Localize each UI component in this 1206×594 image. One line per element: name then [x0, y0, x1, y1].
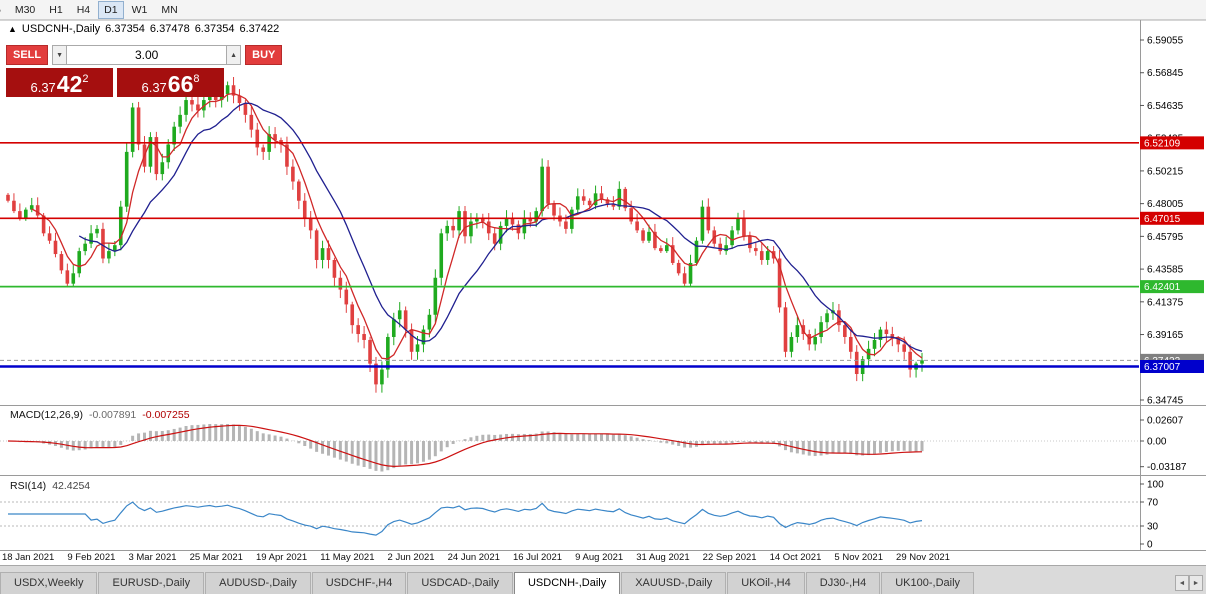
svg-text:30: 30	[1147, 522, 1159, 533]
chart-symbol-label: USDCNH-,Daily	[21, 23, 101, 35]
svg-text:70: 70	[1147, 498, 1159, 509]
timeframe-h4-button[interactable]: H4	[71, 1, 96, 19]
tab-ukoil-h4[interactable]: UKOil-,H4	[727, 572, 805, 594]
buy-price-display[interactable]: 6.37 66 8	[117, 68, 224, 97]
timeframe-d1-button[interactable]: D1	[98, 0, 124, 19]
svg-text:6.37007: 6.37007	[1144, 362, 1181, 373]
svg-text:0.02607: 0.02607	[1147, 415, 1184, 426]
macd-indicator-label: MACD(12,26,9) -0.007891 -0.007255	[10, 409, 190, 421]
buy-price-point: 8	[193, 73, 200, 85]
buy-price-big: 6.37	[141, 80, 167, 95]
time-axis-label: 3 Mar 2021	[128, 552, 177, 563]
buy-price-pips: 66	[167, 71, 194, 97]
sell-price-display[interactable]: 6.37 42 2	[6, 68, 113, 97]
tick-direction-icon: ▲	[8, 24, 17, 34]
tab-usdx-weekly[interactable]: USDX,Weekly	[0, 572, 98, 594]
volume-decrease-icon[interactable]: ▼	[52, 45, 68, 65]
time-axis-label: 24 Jun 2021	[447, 552, 500, 563]
tab-usdcad-daily[interactable]: USDCAD-,Daily	[407, 572, 513, 594]
tab-eurusd-daily[interactable]: EURUSD-,Daily	[98, 572, 205, 594]
tab-scroll-right-icon[interactable]: ►	[1189, 575, 1203, 591]
svg-text:6.59055: 6.59055	[1147, 36, 1184, 47]
time-axis-label: 9 Aug 2021	[575, 552, 624, 563]
candlestick-series	[6, 77, 924, 393]
tab-scroll-left-icon[interactable]: ◄	[1175, 575, 1189, 591]
ohlc-high: 6.37478	[149, 23, 190, 35]
sell-button[interactable]: SELL	[6, 45, 49, 65]
time-axis-label: 16 Jul 2021	[512, 552, 563, 563]
time-axis-label: 14 Oct 2021	[769, 552, 822, 563]
macd-name: MACD(12,26,9)	[10, 409, 83, 421]
svg-text:6.48005: 6.48005	[1147, 199, 1184, 210]
chart-ohlc-header: ▲ USDCNH-,Daily 6.37354 6.37478 6.37354 6.374…	[8, 23, 284, 35]
volume-stepper: ▼ ▲	[52, 45, 242, 65]
one-click-trade-panel: SELL ▼ ▲ BUY 6.37 42 2 6.37 66 8	[6, 45, 283, 97]
time-axis-label: 9 Feb 2021	[67, 552, 116, 563]
timeframe-m5-button[interactable]: 5	[0, 1, 7, 19]
sell-price-pips: 42	[56, 71, 83, 97]
tab-dj30-h4[interactable]: DJ30-,H4	[805, 572, 881, 594]
buy-button[interactable]: BUY	[245, 45, 283, 65]
tab-usdchf-h4[interactable]: USDCHF-,H4	[311, 572, 407, 594]
time-axis-label: 19 Apr 2021	[255, 552, 308, 563]
horizontal-level-lines	[0, 142, 1139, 368]
ohlc-close: 6.37422	[239, 23, 280, 35]
time-axis-label: 31 Aug 2021	[636, 552, 690, 563]
time-axis-label: 11 May 2021	[320, 552, 375, 563]
timeframe-w1-button[interactable]: W1	[126, 1, 154, 19]
svg-text:-0.03187: -0.03187	[1147, 462, 1187, 473]
macd-pane	[0, 423, 1139, 472]
sell-price-big: 6.37	[30, 80, 56, 95]
macd-signal-value: -0.007255	[142, 409, 190, 421]
svg-text:6.54635: 6.54635	[1147, 101, 1184, 112]
time-axis: 18 Jan 2021 9 Feb 2021 3 Mar 2021 25 Mar…	[2, 552, 950, 563]
tab-usdcnh-daily[interactable]: USDCNH-,Daily	[513, 572, 621, 594]
svg-text:6.47015: 6.47015	[1144, 214, 1181, 225]
svg-text:6.42401: 6.42401	[1144, 282, 1181, 293]
svg-text:6.50215: 6.50215	[1147, 166, 1184, 177]
sell-price-point: 2	[82, 73, 89, 85]
svg-text:0.00: 0.00	[1147, 437, 1167, 448]
svg-text:0: 0	[1147, 540, 1153, 551]
macd-main-value: -0.007891	[88, 409, 137, 421]
time-axis-label: 25 Mar 2021	[189, 552, 243, 563]
svg-text:6.39165: 6.39165	[1147, 330, 1184, 341]
tab-uk100-daily[interactable]: UK100-,Daily	[881, 572, 975, 594]
svg-text:6.43585: 6.43585	[1147, 265, 1184, 276]
volume-input[interactable]	[67, 45, 227, 65]
tab-xauusd-daily[interactable]: XAUUSD-,Daily	[621, 572, 727, 594]
svg-text:6.41375: 6.41375	[1147, 297, 1184, 308]
svg-text:6.52109: 6.52109	[1144, 138, 1181, 149]
svg-text:100: 100	[1147, 480, 1164, 491]
time-axis-label: 18 Jan 2021	[2, 552, 55, 563]
tab-audusd-daily[interactable]: AUDUSD-,Daily	[205, 572, 311, 594]
pane-separators	[0, 20, 1206, 551]
timeframe-mn-button[interactable]: MN	[155, 1, 183, 19]
tab-scroll-controls: ◄ ►	[1175, 572, 1206, 594]
rsi-value: 42.4254	[52, 480, 91, 492]
svg-text:6.45795: 6.45795	[1147, 232, 1184, 243]
time-axis-label: 2 Jun 2021	[387, 552, 435, 563]
time-axis-label: 29 Nov 2021	[896, 552, 950, 563]
chart-tabs-bar: USDX,Weekly EURUSD-,Daily AUDUSD-,Daily …	[0, 565, 1206, 594]
timeframe-m30-button[interactable]: M30	[9, 1, 41, 19]
ohlc-open: 6.37354	[105, 23, 145, 35]
volume-increase-icon[interactable]: ▲	[226, 45, 242, 65]
moving-averages	[31, 92, 923, 360]
ohlc-low: 6.37354	[194, 23, 235, 35]
rsi-indicator-label: RSI(14) 42.4254	[10, 480, 90, 492]
price-chart-canvas[interactable]: 6.590556.568456.546356.524256.502156.480…	[0, 20, 1206, 565]
rsi-name: RSI(14)	[10, 480, 47, 492]
time-axis-label: 22 Sep 2021	[702, 552, 757, 563]
time-axis-label: 5 Nov 2021	[834, 552, 883, 563]
timeframe-h1-button[interactable]: H1	[43, 1, 68, 19]
rsi-pane	[0, 501, 1139, 536]
svg-text:6.34745: 6.34745	[1147, 396, 1184, 407]
svg-text:6.56845: 6.56845	[1147, 68, 1184, 79]
timeframe-toolbar: 5 M30 H1 H4 D1 W1 MN	[0, 0, 1206, 20]
